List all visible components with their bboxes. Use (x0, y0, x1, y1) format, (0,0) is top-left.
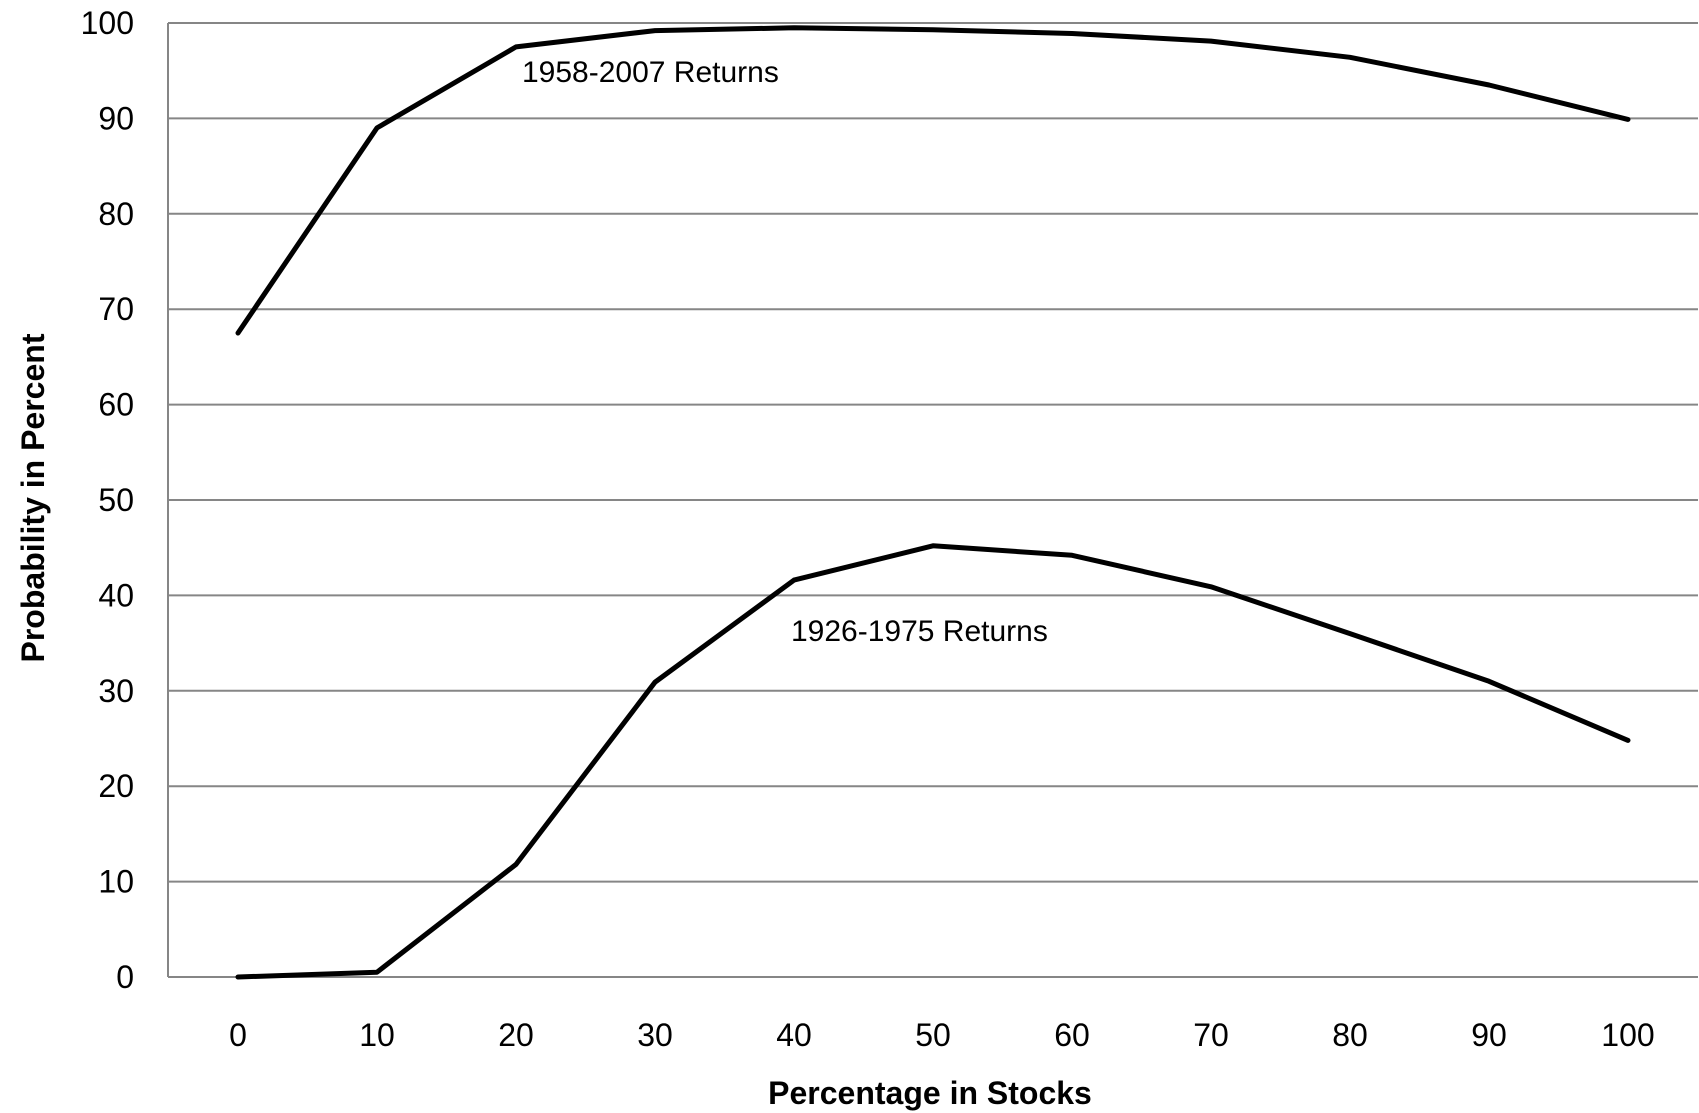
x-axis-title: Percentage in Stocks (768, 1075, 1092, 1111)
y-tick-label-10: 10 (98, 864, 134, 900)
y-tick-label-50: 50 (98, 482, 134, 518)
x-tick-label-10: 10 (359, 1017, 395, 1053)
y-tick-labels: 0 10 20 30 40 50 60 70 80 90 100 (81, 5, 134, 995)
x-tick-label-40: 40 (776, 1017, 812, 1053)
series-lines (235, 25, 1631, 980)
x-tick-label-50: 50 (915, 1017, 951, 1053)
y-tick-label-100: 100 (81, 5, 134, 41)
x-tick-label-90: 90 (1471, 1017, 1507, 1053)
x-tick-label-0: 0 (229, 1017, 247, 1053)
x-tick-labels: 0 10 20 30 40 50 60 70 80 90 100 (229, 1017, 1655, 1053)
x-tick-label-80: 80 (1332, 1017, 1368, 1053)
y-axis-title: Probability in Percent (15, 333, 51, 662)
y-tick-label-30: 30 (98, 673, 134, 709)
y-tick-label-70: 70 (98, 291, 134, 327)
y-tick-label-40: 40 (98, 577, 134, 613)
series-label-1958-2007: 1958-2007 Returns (522, 56, 779, 89)
x-tick-label-100: 100 (1601, 1017, 1654, 1053)
x-tick-label-70: 70 (1193, 1017, 1229, 1053)
x-tick-label-30: 30 (637, 1017, 673, 1053)
y-tick-label-0: 0 (116, 959, 134, 995)
series-line-1958-2007-returns (235, 25, 1631, 336)
x-tick-label-20: 20 (498, 1017, 534, 1053)
series-line-1926-1975-returns (235, 543, 1631, 980)
y-tick-label-20: 20 (98, 768, 134, 804)
series-label-1926-1975: 1926-1975 Returns (791, 615, 1048, 648)
y-tick-label-80: 80 (98, 196, 134, 232)
gridlines (167, 22, 1698, 978)
x-tick-label-60: 60 (1054, 1017, 1090, 1053)
y-tick-label-90: 90 (98, 100, 134, 136)
y-tick-label-60: 60 (98, 387, 134, 423)
